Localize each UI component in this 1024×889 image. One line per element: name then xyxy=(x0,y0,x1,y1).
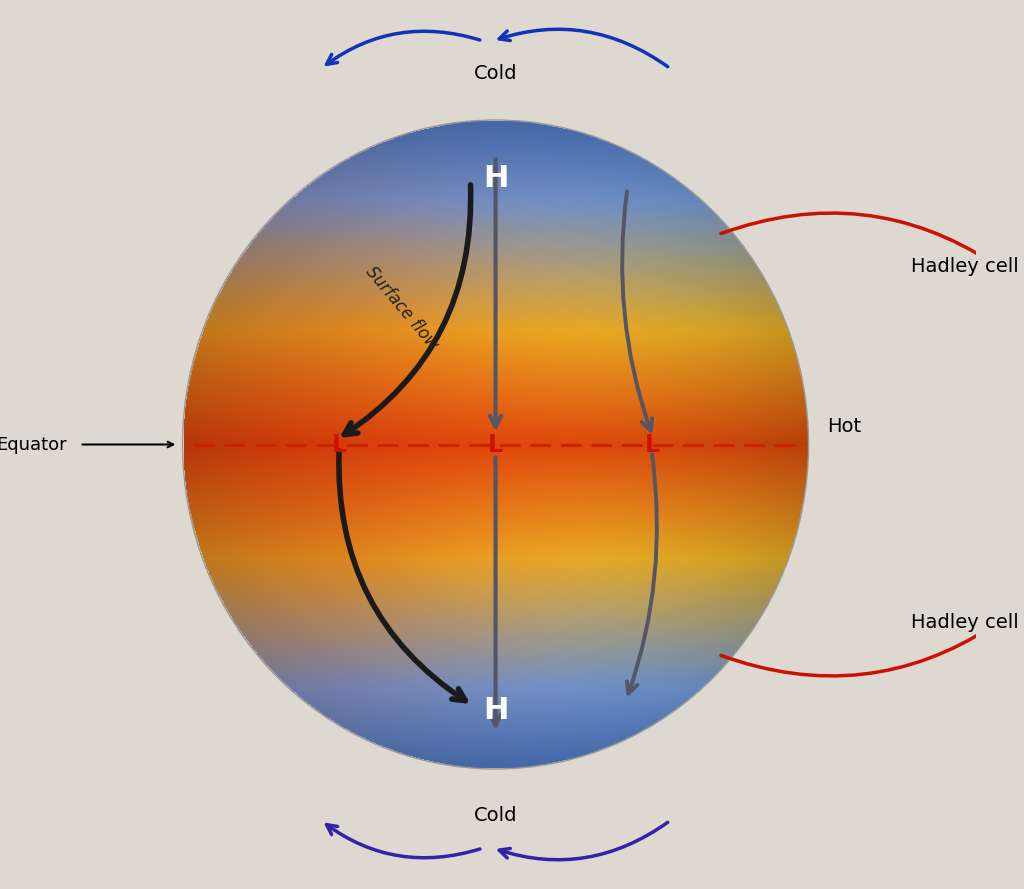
FancyArrowPatch shape xyxy=(490,458,501,725)
Text: Surface flow: Surface flow xyxy=(361,263,441,354)
FancyArrowPatch shape xyxy=(327,825,480,858)
FancyArrowPatch shape xyxy=(500,822,668,860)
FancyArrowPatch shape xyxy=(344,185,471,435)
Text: Hadley cell: Hadley cell xyxy=(911,613,1019,632)
Text: L: L xyxy=(644,433,659,456)
Text: H: H xyxy=(483,164,508,193)
FancyArrowPatch shape xyxy=(327,31,480,64)
FancyArrowPatch shape xyxy=(721,213,994,264)
FancyArrowPatch shape xyxy=(980,280,1000,412)
Text: Hot: Hot xyxy=(827,417,861,436)
Text: Cold: Cold xyxy=(474,806,517,825)
Text: Equator: Equator xyxy=(0,436,67,453)
FancyArrowPatch shape xyxy=(721,625,994,676)
FancyArrowPatch shape xyxy=(490,159,501,427)
FancyArrowPatch shape xyxy=(339,451,465,701)
Text: Cold: Cold xyxy=(474,64,517,83)
Text: Hadley cell: Hadley cell xyxy=(911,257,1019,276)
FancyArrowPatch shape xyxy=(500,29,668,67)
Text: H: H xyxy=(483,696,508,725)
FancyArrowPatch shape xyxy=(627,454,657,693)
Text: L: L xyxy=(488,433,503,456)
FancyArrowPatch shape xyxy=(980,477,1000,609)
FancyArrowPatch shape xyxy=(623,191,652,430)
Text: L: L xyxy=(332,433,346,456)
